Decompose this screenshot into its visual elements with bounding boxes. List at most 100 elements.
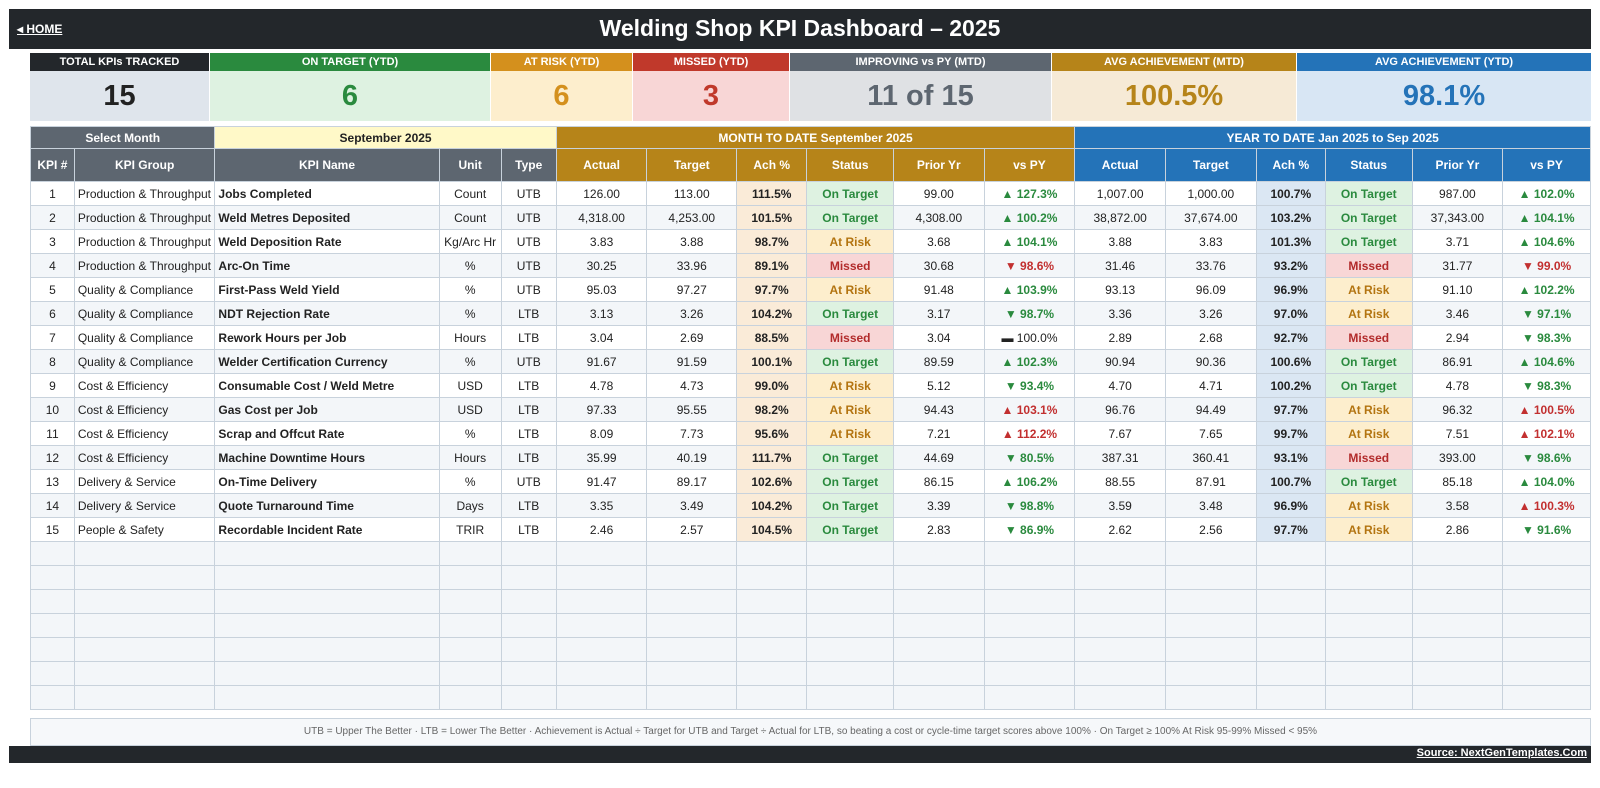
empty-cell: [500, 613, 557, 638]
cell-m-target: 7.73: [646, 421, 738, 446]
empty-cell: [30, 661, 75, 686]
cell-num: 13: [30, 469, 75, 494]
cell-y-status: On Target: [1324, 469, 1413, 494]
empty-cell: [1074, 541, 1166, 566]
cell-y-target: 33.76: [1164, 253, 1257, 278]
empty-cell: [736, 685, 808, 710]
empty-cell: [555, 565, 648, 590]
empty-cell: [1324, 661, 1413, 686]
month-selector[interactable]: September 2025: [214, 126, 557, 149]
empty-cell: [30, 565, 75, 590]
mtd-section-header: MONTH TO DATE September 2025: [555, 126, 1076, 149]
empty-cell: [500, 637, 557, 662]
cell-m-target: 4.73: [646, 373, 738, 398]
empty-cell: [438, 565, 502, 590]
cell-y-ach: 100.2%: [1255, 373, 1326, 398]
cell-num: 9: [30, 373, 75, 398]
cell-group: Cost & Efficiency: [73, 421, 216, 446]
cell-group: Delivery & Service: [73, 469, 216, 494]
cell-y-prior: 31.77: [1411, 253, 1504, 278]
empty-cell: [1502, 685, 1591, 710]
cell-m-vs: ▲ 112.2%: [983, 421, 1076, 446]
table-row: 1 Production & Throughput Jobs Completed Co…: [30, 181, 1591, 206]
cell-group: Quality & Compliance: [73, 349, 216, 374]
cell-m-prior: 4,308.00: [892, 205, 985, 230]
cell-type: LTB: [500, 373, 557, 398]
cell-m-target: 3.88: [646, 229, 738, 254]
cell-y-actual: 38,872.00: [1074, 205, 1166, 230]
empty-cell: [806, 613, 894, 638]
empty-cell: [806, 661, 894, 686]
empty-cell: [30, 685, 75, 710]
cell-m-target: 91.59: [646, 349, 738, 374]
cell-unit: Kg/Arc Hr: [438, 229, 502, 254]
cell-y-actual: 4.70: [1074, 373, 1166, 398]
empty-cell: [214, 661, 440, 686]
cell-type: UTB: [500, 253, 557, 278]
empty-cell: [892, 589, 985, 614]
cell-m-ach: 111.7%: [736, 445, 808, 470]
empty-cell: [73, 589, 216, 614]
cell-y-vs: ▲ 100.3%: [1502, 493, 1591, 518]
cell-m-status: At Risk: [806, 397, 894, 422]
cell-m-actual: 30.25: [555, 253, 648, 278]
empty-row: [30, 541, 1591, 566]
cell-num: 12: [30, 445, 75, 470]
col-ytd-actual: Actual: [1074, 148, 1166, 182]
cell-y-vs: ▲ 104.6%: [1502, 349, 1591, 374]
home-link[interactable]: ◂ HOME: [17, 22, 63, 36]
cell-name: Arc-On Time: [214, 253, 440, 278]
cell-y-target: 360.41: [1164, 445, 1257, 470]
empty-row: [30, 661, 1591, 686]
table-row: 8 Quality & Compliance Welder Certificatio…: [30, 349, 1591, 374]
cell-m-prior: 44.69: [892, 445, 985, 470]
empty-cell: [1074, 613, 1166, 638]
col-ytd-prior: Prior Yr: [1411, 148, 1504, 182]
cell-y-vs: ▲ 102.2%: [1502, 277, 1591, 302]
cell-y-actual: 93.13: [1074, 277, 1166, 302]
empty-cell: [500, 661, 557, 686]
empty-cell: [500, 685, 557, 710]
cell-y-actual: 2.62: [1074, 517, 1166, 542]
empty-cell: [500, 541, 557, 566]
cell-name: NDT Rejection Rate: [214, 301, 440, 326]
empty-cell: [1324, 589, 1413, 614]
cell-y-vs: ▼ 98.3%: [1502, 373, 1591, 398]
cell-m-ach: 98.2%: [736, 397, 808, 422]
cell-m-actual: 8.09: [555, 421, 648, 446]
cell-m-status: Missed: [806, 253, 894, 278]
empty-cell: [806, 565, 894, 590]
cell-y-target: 7.65: [1164, 421, 1257, 446]
cell-y-target: 87.91: [1164, 469, 1257, 494]
cell-m-target: 97.27: [646, 277, 738, 302]
cell-y-prior: 37,343.00: [1411, 205, 1504, 230]
empty-cell: [736, 565, 808, 590]
cell-m-status: On Target: [806, 469, 894, 494]
empty-cell: [214, 541, 440, 566]
cell-y-status: On Target: [1324, 205, 1413, 230]
empty-cell: [736, 589, 808, 614]
cell-m-actual: 4.78: [555, 373, 648, 398]
card-label: AT RISK (YTD): [491, 53, 632, 71]
cell-unit: %: [438, 277, 502, 302]
empty-cell: [1164, 661, 1257, 686]
empty-cell: [73, 685, 216, 710]
cell-group: Production & Throughput: [73, 181, 216, 206]
cell-unit: %: [438, 253, 502, 278]
cell-y-prior: 3.71: [1411, 229, 1504, 254]
empty-cell: [438, 661, 502, 686]
empty-cell: [500, 565, 557, 590]
card-label: IMPROVING vs PY (MTD): [790, 53, 1051, 71]
source-link[interactable]: Source: NextGenTemplates.Com: [1416, 747, 1587, 759]
cell-y-actual: 3.59: [1074, 493, 1166, 518]
col-mtd-actual: Actual: [555, 148, 648, 182]
cell-y-status: On Target: [1324, 181, 1413, 206]
cell-num: 4: [30, 253, 75, 278]
cell-y-prior: 3.58: [1411, 493, 1504, 518]
empty-cell: [1074, 589, 1166, 614]
empty-cell: [806, 541, 894, 566]
empty-cell: [736, 661, 808, 686]
cell-unit: USD: [438, 373, 502, 398]
cell-m-vs: ▬ 100.0%: [983, 325, 1076, 350]
empty-cell: [1411, 685, 1504, 710]
